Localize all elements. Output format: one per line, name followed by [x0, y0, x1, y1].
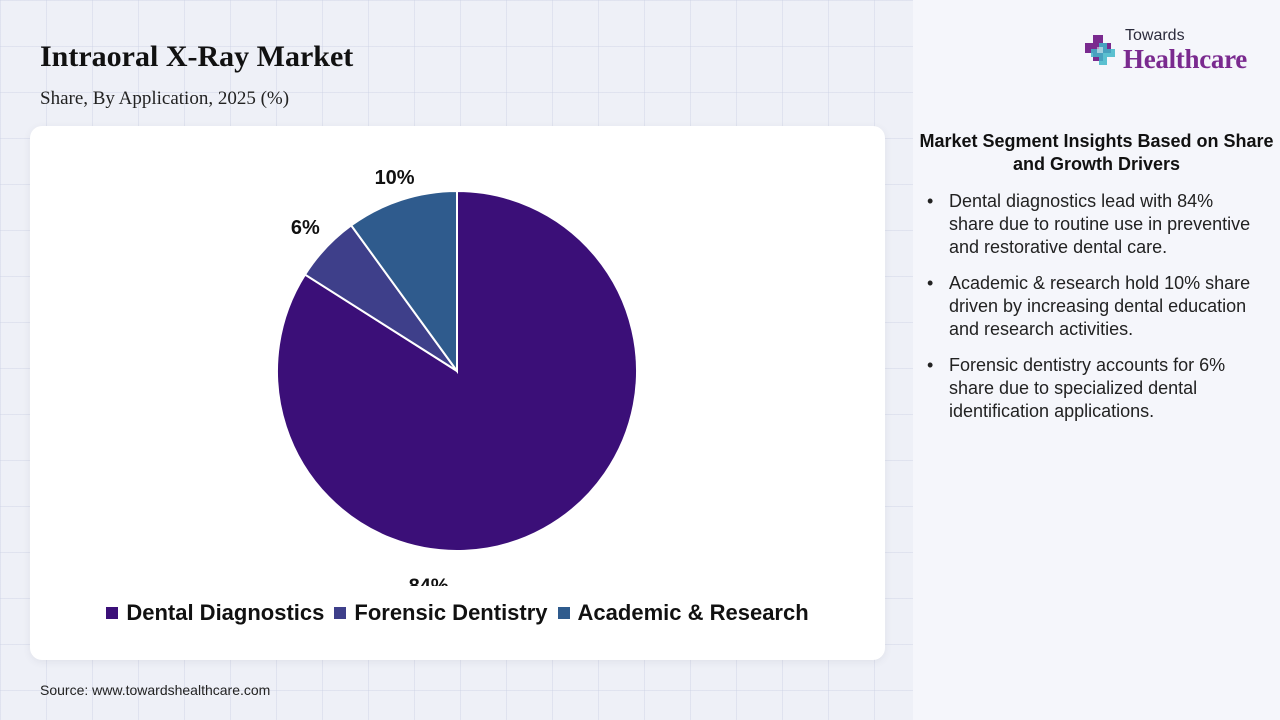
insight-item: Dental diagnostics lead with 84% share d… — [927, 190, 1257, 259]
pie-slice-academic-research — [349, 189, 458, 375]
legend-label-academic-research: Academic & Research — [577, 600, 809, 625]
logo-big-text: Healthcare — [1123, 44, 1247, 74]
insights-list: Dental diagnostics lead with 84% share d… — [927, 190, 1257, 436]
legend-label-dental-diagnostics: Dental Diagnostics — [126, 600, 325, 625]
data-label-academic-research: 10% — [375, 167, 415, 189]
medical-cross-icon — [1085, 35, 1115, 65]
pie-chart: 84% 6% 10% — [276, 167, 638, 586]
insight-item: Academic & research hold 10% share drive… — [927, 272, 1257, 341]
data-label-forensic-dentistry: 6% — [291, 217, 320, 239]
logo-small-text: Towards — [1125, 27, 1185, 44]
chart-title: Intraoral X-Ray Market — [40, 40, 354, 73]
chart-card: 84% 6% 10% Dental Diagnostics Forensic Den… — [30, 126, 885, 660]
insights-panel: Towards Healthcare Market Segment Insigh… — [913, 0, 1280, 720]
data-label-dental-diagnostics: 84% — [409, 575, 449, 586]
brand-logo: Towards Healthcare — [1081, 27, 1271, 79]
legend-swatch-dental-diagnostics — [106, 607, 119, 619]
legend-item-academic-research: Academic & Research — [557, 600, 809, 626]
legend-swatch-academic-research — [557, 607, 570, 619]
insights-heading: Market Segment Insights Based on Share a… — [919, 131, 1274, 174]
chart-subtitle: Share, By Application, 2025 (%) — [40, 88, 290, 109]
legend-item-dental-diagnostics: Dental Diagnostics — [106, 600, 324, 626]
insight-item: Forensic dentistry accounts for 6% share… — [927, 354, 1257, 423]
source-note: Source: www.towardshealthcare.com — [40, 682, 271, 698]
legend-label-forensic-dentistry: Forensic Dentistry — [354, 600, 548, 625]
legend-swatch-forensic-dentistry — [334, 607, 347, 619]
legend-item-forensic-dentistry: Forensic Dentistry — [334, 600, 548, 626]
legend: Dental Diagnostics Forensic Dentistry Ac… — [30, 596, 885, 630]
pie-slice-dental-diagnostics — [276, 189, 638, 552]
